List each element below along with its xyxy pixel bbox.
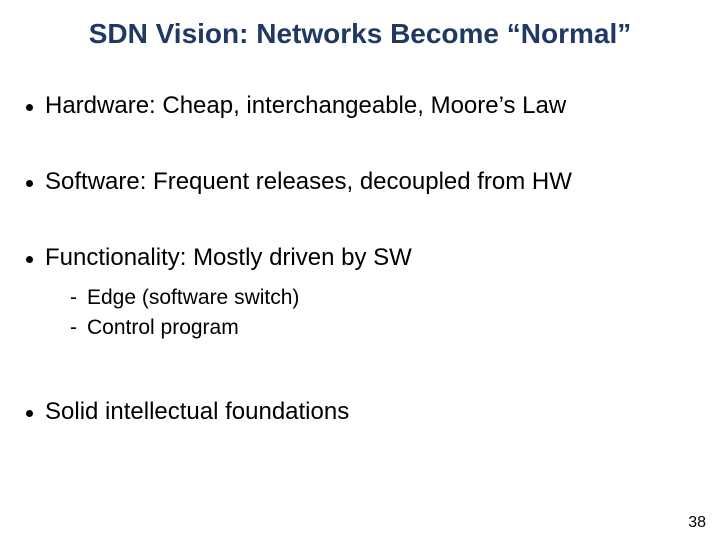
bullet-dot-icon — [26, 180, 33, 187]
bullet-dot-icon — [26, 410, 33, 417]
bullet-text: Hardware: Cheap, interchangeable, Moore’… — [45, 92, 566, 120]
bullet-item: Functionality: Mostly driven by SW — [26, 244, 412, 272]
slide-title: SDN Vision: Networks Become “Normal” — [0, 18, 720, 50]
dash-icon: - — [70, 286, 77, 310]
bullet-text: Software: Frequent releases, decoupled f… — [45, 168, 572, 196]
dash-icon: - — [70, 316, 77, 340]
bullet-dot-icon — [26, 256, 33, 263]
bullet-item: Solid intellectual foundations — [26, 398, 349, 426]
page-number: 38 — [688, 514, 706, 532]
sub-bullet-text: Control program — [87, 316, 239, 340]
bullet-dot-icon — [26, 104, 33, 111]
bullet-text: Functionality: Mostly driven by SW — [45, 244, 412, 272]
page-number-text: 38 — [688, 514, 706, 531]
sub-bullet-item: - Edge (software switch) — [70, 286, 299, 310]
bullet-item: Software: Frequent releases, decoupled f… — [26, 168, 572, 196]
sub-bullet-item: - Control program — [70, 316, 239, 340]
bullet-item: Hardware: Cheap, interchangeable, Moore’… — [26, 92, 566, 120]
sub-bullet-text: Edge (software switch) — [87, 286, 299, 310]
bullet-text: Solid intellectual foundations — [45, 398, 349, 426]
slide-title-text: SDN Vision: Networks Become “Normal” — [89, 18, 632, 49]
